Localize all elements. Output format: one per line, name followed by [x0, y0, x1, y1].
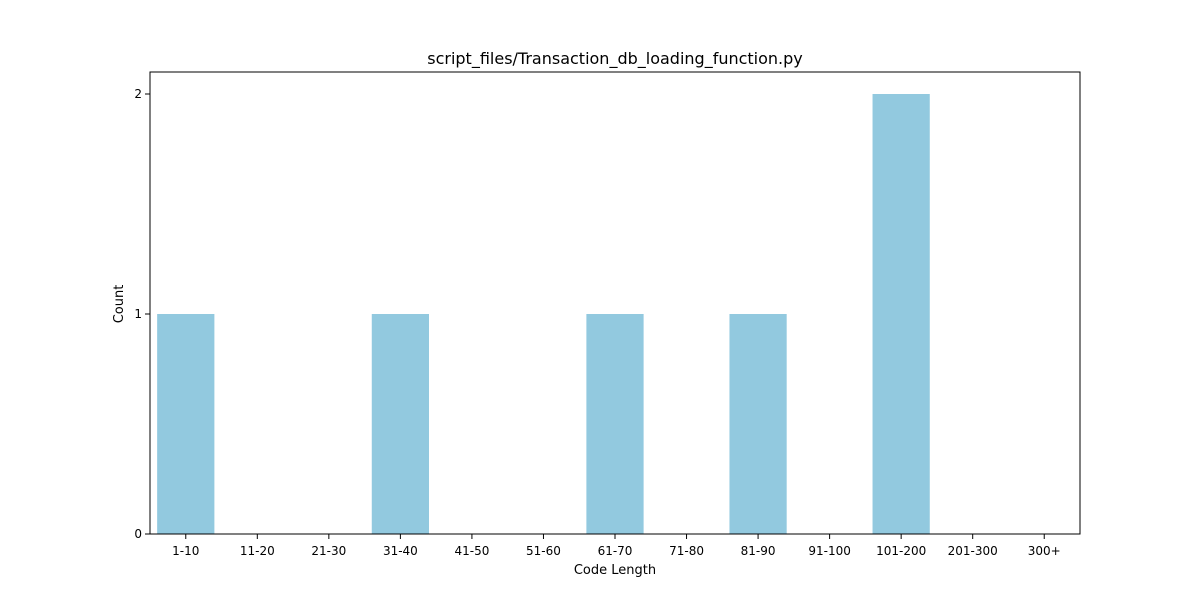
bars-group [157, 94, 930, 534]
bar-31-40 [372, 314, 429, 534]
x-tick-label: 300+ [1028, 544, 1061, 558]
x-tick-label: 21-30 [311, 544, 346, 558]
x-tick-label: 51-60 [526, 544, 561, 558]
x-tick-label: 41-50 [454, 544, 489, 558]
bar-61-70 [586, 314, 643, 534]
chart-title: script_files/Transaction_db_loading_func… [427, 49, 803, 69]
x-tick-label: 11-20 [240, 544, 275, 558]
x-axis-ticks: 1-10 11-20 21-30 31-40 41-50 51-60 61-70 71-80 8… [172, 534, 1061, 558]
y-axis-label: Count [112, 285, 127, 324]
x-axis-label: Code Length [574, 563, 656, 578]
x-tick-label: 71-80 [669, 544, 704, 558]
x-tick-label: 61-70 [598, 544, 633, 558]
x-tick-label: 101-200 [876, 544, 926, 558]
bar-81-90 [729, 314, 786, 534]
x-tick-label: 31-40 [383, 544, 418, 558]
y-tick-label: 1 [134, 307, 142, 321]
x-tick-label: 1-10 [172, 544, 199, 558]
y-tick-label: 2 [134, 87, 142, 101]
y-axis-ticks: 0 1 2 [134, 87, 150, 541]
x-tick-label: 91-100 [808, 544, 851, 558]
bar-1-10 [157, 314, 214, 534]
y-tick-label: 0 [134, 527, 142, 541]
bar-101-200 [873, 94, 930, 534]
x-tick-label: 81-90 [741, 544, 776, 558]
x-tick-label: 201-300 [948, 544, 998, 558]
